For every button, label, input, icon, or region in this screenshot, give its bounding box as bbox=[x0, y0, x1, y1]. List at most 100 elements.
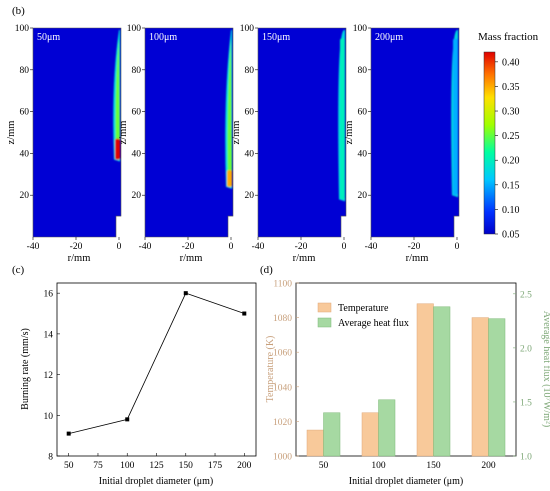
x-tick-label: 125 bbox=[149, 461, 164, 471]
map-plume bbox=[113, 30, 120, 162]
bar-heat-flux bbox=[323, 412, 341, 457]
legend-label-temperature: Temperature bbox=[338, 303, 389, 314]
colorbar-tick-label: 0.10 bbox=[502, 205, 520, 216]
y-tick-label: 20 bbox=[20, 191, 30, 201]
panel-c-plot-frame bbox=[56, 282, 257, 457]
panel-d-label: (d) bbox=[260, 264, 273, 276]
colorbar-gradient bbox=[483, 51, 496, 235]
x-tick-label: 150 bbox=[426, 461, 441, 471]
map-1: 50μm -40 -20 0 r/mm 100 80 60 40 20 z/mm bbox=[6, 24, 122, 264]
y-left-tick-label: 1000 bbox=[273, 453, 292, 463]
panel-b: (b) 50μm -40 -20 0 r/mm 100 80 60 40 20 z/mm 100μm -… bbox=[6, 5, 539, 264]
y-tick-label: 60 bbox=[245, 108, 255, 118]
x-tick-label: 200 bbox=[237, 461, 252, 471]
x-axis-label: r/mm bbox=[180, 253, 203, 264]
panel-d-bars bbox=[306, 303, 506, 457]
panel-d-x-axis-label: Initial droplet diameter (μm) bbox=[349, 476, 464, 487]
y-tick-label: 20 bbox=[132, 191, 142, 201]
x-tick-label: 50 bbox=[64, 461, 74, 471]
x-tick-label: -20 bbox=[70, 242, 83, 252]
x-tick-label: 0 bbox=[117, 242, 122, 252]
map-2: 100μm -40 -20 0 r/mm 100 80 60 40 20 z/mm bbox=[118, 24, 234, 264]
y-right-tick-label: 2.0 bbox=[520, 344, 532, 354]
x-tick-label: -40 bbox=[27, 242, 40, 252]
x-tick-label: 175 bbox=[208, 461, 223, 471]
map-field bbox=[370, 27, 460, 238]
y-tick-label: 60 bbox=[358, 108, 368, 118]
data-point bbox=[183, 291, 188, 296]
y-tick-label: 80 bbox=[245, 66, 255, 76]
legend-label-heat-flux: Average heat flux bbox=[338, 318, 409, 329]
bar-temperature bbox=[361, 412, 379, 457]
y-axis-label: z/mm bbox=[231, 121, 242, 145]
map-label: 150μm bbox=[262, 32, 290, 43]
colorbar-tick-label: 0.15 bbox=[502, 180, 520, 191]
map-label: 100μm bbox=[149, 32, 177, 43]
panel-c: (c) 50 75 100 125 150 175 200 8 10 12 14 16 Initial… bbox=[12, 264, 257, 487]
panel-c-series bbox=[66, 291, 247, 436]
x-tick-label: -20 bbox=[295, 242, 308, 252]
colorbar: Mass fraction 0.400.350.300.250.200.150.… bbox=[478, 31, 539, 241]
x-axis-label: r/mm bbox=[68, 253, 91, 264]
x-axis-label: r/mm bbox=[293, 253, 316, 264]
y-left-tick-label: 1100 bbox=[273, 280, 292, 290]
plume-core bbox=[453, 38, 458, 196]
colorbar-tick-label: 0.40 bbox=[502, 57, 520, 68]
x-tick-label: 100 bbox=[371, 461, 386, 471]
y-tick-label: 80 bbox=[358, 66, 368, 76]
bar-temperature bbox=[416, 303, 434, 457]
burning-rate-line bbox=[68, 292, 245, 435]
bar-heat-flux bbox=[488, 318, 506, 457]
y-tick-label: 100 bbox=[15, 24, 30, 34]
panel-d-left-axis-label: Temperature (K) bbox=[265, 336, 276, 403]
panel-c-label: (c) bbox=[12, 264, 25, 276]
y-tick-label: 60 bbox=[132, 108, 142, 118]
y-tick-label: 10 bbox=[44, 412, 54, 422]
map-label: 50μm bbox=[37, 32, 60, 43]
y-tick-label: 20 bbox=[358, 191, 368, 201]
panel-d: (d) 50 100 150 200 1000 1020 1040 1060 1080 1100 1… bbox=[260, 264, 550, 487]
colorbar-tick-label: 0.35 bbox=[502, 82, 520, 93]
panel-d-legend: Temperature Average heat flux bbox=[317, 302, 409, 329]
bar-temperature bbox=[471, 317, 489, 457]
data-point bbox=[66, 431, 71, 436]
map-field bbox=[257, 27, 347, 238]
colorbar-tick-label: 0.25 bbox=[502, 131, 520, 142]
y-axis-label: z/mm bbox=[6, 121, 17, 145]
plume-core bbox=[340, 38, 345, 200]
colorbar-tick-label: 0.20 bbox=[502, 156, 520, 167]
y-left-tick-label: 1040 bbox=[273, 383, 292, 393]
y-tick-label: 14 bbox=[44, 330, 54, 340]
bar-heat-flux bbox=[378, 399, 396, 457]
plume-mid bbox=[115, 38, 120, 160]
data-point bbox=[125, 417, 130, 422]
y-tick-label: 16 bbox=[44, 290, 54, 300]
legend-swatch-heat-flux bbox=[317, 317, 332, 328]
x-tick-label: 0 bbox=[342, 242, 347, 252]
plume-mid bbox=[227, 38, 232, 187]
panel-d-plot-frame bbox=[295, 282, 517, 457]
x-tick-label: 200 bbox=[481, 461, 496, 471]
panel-c-y-axis-label: Burning rate (mm/s) bbox=[20, 328, 31, 410]
map-plume bbox=[338, 30, 345, 202]
x-tick-label: 50 bbox=[319, 461, 329, 471]
y-tick-label: 100 bbox=[353, 24, 368, 34]
map-plume bbox=[451, 30, 458, 198]
colorbar-tick-label: 0.05 bbox=[502, 230, 520, 241]
y-left-tick-label: 1080 bbox=[273, 314, 292, 324]
x-tick-label: -20 bbox=[408, 242, 421, 252]
map-4: 200μm -40 -20 0 r/mm 100 80 60 40 20 z/mm bbox=[344, 24, 460, 264]
y-axis-label: z/mm bbox=[118, 121, 129, 145]
y-tick-label: 100 bbox=[127, 24, 142, 34]
x-tick-label: -40 bbox=[139, 242, 152, 252]
x-tick-label: 100 bbox=[120, 461, 135, 471]
plume-core bbox=[115, 138, 120, 160]
y-tick-label: 40 bbox=[245, 149, 255, 159]
x-tick-label: 0 bbox=[455, 242, 460, 252]
x-axis-label: r/mm bbox=[406, 253, 429, 264]
y-right-tick-label: 1.0 bbox=[520, 453, 532, 463]
y-axis-label: z/mm bbox=[344, 121, 355, 145]
y-tick-label: 100 bbox=[240, 24, 255, 34]
y-tick-label: 8 bbox=[48, 453, 53, 463]
